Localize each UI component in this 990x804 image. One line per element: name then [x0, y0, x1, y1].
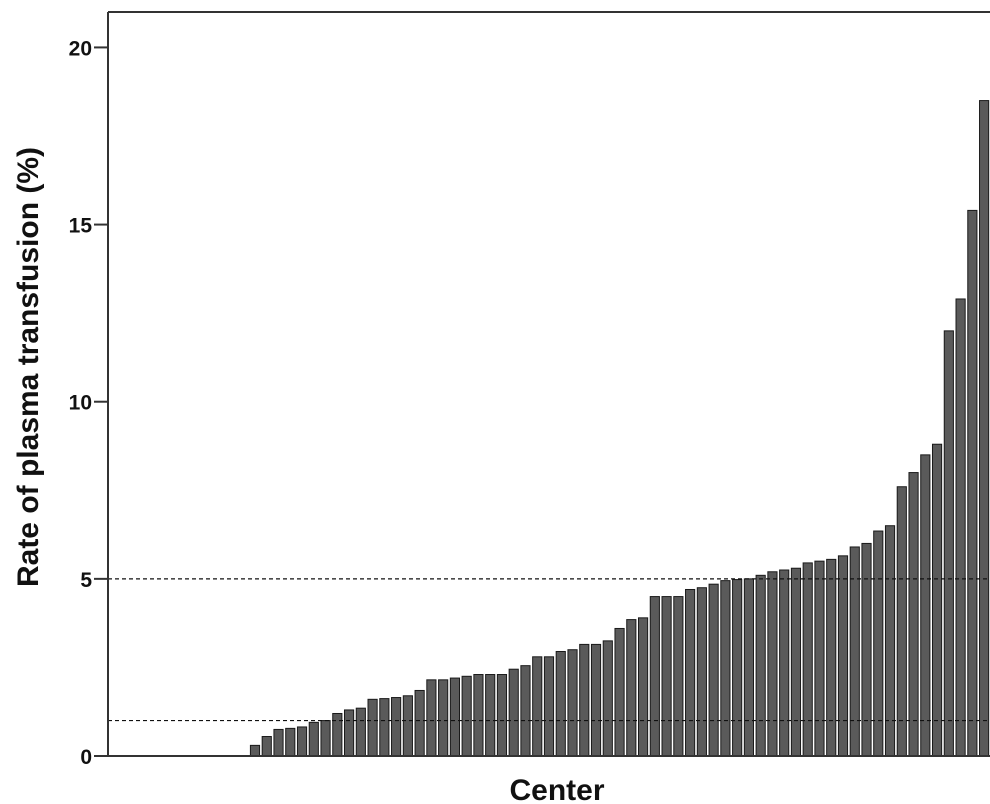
bar-center-53	[720, 580, 731, 757]
bar-center-14	[261, 736, 272, 757]
bar-center-29	[438, 679, 449, 757]
bar-center-31	[461, 675, 472, 757]
bar-center-21	[343, 709, 355, 757]
bar-center-51	[696, 587, 707, 757]
bar-center-35	[508, 668, 519, 757]
y-tick-label-15: 15	[69, 215, 93, 238]
bar-center-30	[449, 677, 460, 757]
axes	[107, 11, 990, 757]
bar-center-47	[649, 596, 660, 757]
bar-center-32	[473, 674, 484, 757]
bar-center-60	[802, 562, 813, 757]
bar-center-55	[743, 578, 755, 757]
bar-center-65	[861, 542, 872, 757]
bar-center-56	[755, 574, 766, 757]
bar-center-71	[931, 443, 943, 757]
bar-center-33	[485, 674, 496, 757]
bar-center-52	[708, 583, 719, 757]
bar-center-15	[273, 728, 284, 757]
bar-center-61	[814, 560, 825, 757]
bar-center-66	[873, 530, 884, 757]
bar-center-37	[532, 656, 543, 757]
bar-center-70	[920, 454, 931, 757]
bar-center-39	[555, 650, 566, 757]
bar-center-58	[779, 569, 790, 757]
bar-center-48	[661, 596, 672, 757]
bar-center-40	[567, 649, 578, 757]
bar-center-28	[426, 679, 437, 757]
bar-center-22	[355, 707, 366, 757]
bar-center-17	[296, 726, 308, 757]
bar-center-72	[943, 330, 954, 757]
bar-center-43	[602, 640, 613, 757]
bar-center-26	[402, 695, 413, 757]
bar-center-59	[790, 567, 802, 757]
bar-center-73	[955, 298, 966, 757]
y-tick-label-20: 20	[69, 37, 92, 60]
bar-center-41	[579, 643, 590, 757]
bar-center-67	[884, 525, 896, 757]
y-tick-label-0: 0	[80, 746, 92, 769]
bar-center-16	[285, 727, 296, 757]
bar-center-49	[673, 596, 684, 757]
bar-center-25	[391, 697, 402, 757]
bar-center-62	[826, 558, 837, 757]
x-axis-label: Center	[509, 774, 604, 804]
bar-center-34	[496, 674, 508, 757]
bar-center-38	[543, 656, 555, 757]
y-axis-label: Rate of plasma transfusion (%)	[12, 147, 45, 587]
bar-center-24	[379, 698, 390, 757]
bar-center-63	[837, 555, 849, 757]
bar-center-19	[320, 720, 331, 757]
bar-center-74	[967, 209, 978, 757]
bar-center-44	[614, 627, 625, 757]
bar-center-13	[249, 744, 261, 757]
bar-center-18	[308, 721, 319, 757]
bar-center-23	[367, 698, 378, 757]
y-ticks: 0 5 10 15 20	[69, 37, 108, 769]
bar-center-42	[590, 643, 602, 757]
bar-center-36	[520, 665, 531, 757]
bar-center-20	[332, 712, 343, 757]
reference-lines	[108, 578, 990, 722]
y-tick-label-10: 10	[69, 392, 92, 415]
bar-center-46	[637, 617, 649, 757]
bar-center-69	[908, 472, 919, 757]
bar-center-54	[732, 579, 743, 757]
bar-center-68	[896, 486, 907, 757]
bar-center-57	[767, 571, 778, 757]
y-tick-label-5: 5	[80, 569, 92, 592]
bars-group	[249, 100, 990, 757]
bar-center-50	[685, 588, 696, 757]
bar-center-75	[979, 100, 990, 757]
bar-center-45	[626, 619, 637, 757]
bar-center-27	[414, 689, 425, 757]
